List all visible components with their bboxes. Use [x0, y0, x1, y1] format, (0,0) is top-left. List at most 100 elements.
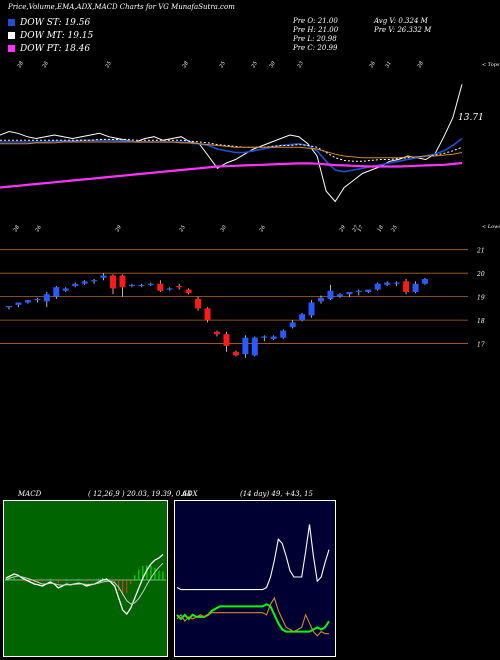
price-tick-label: 18: [477, 318, 485, 325]
top-date-label: 25: [104, 60, 113, 69]
stat-pre-volume: Pre V: 26.332 M: [374, 26, 432, 34]
candle-body: [15, 302, 22, 305]
top-date-label: 28: [16, 60, 25, 69]
candle-body: [176, 286, 183, 288]
candle-body: [355, 290, 362, 292]
candle-body: [242, 337, 249, 355]
top-date-label: 30: [269, 60, 278, 69]
candle-body: [374, 283, 381, 290]
top-date-label: 28: [181, 60, 190, 69]
top-date-label: 25: [250, 60, 259, 69]
candle-body: [318, 297, 324, 302]
stat-pre-close: Pre C: 20.99: [293, 44, 338, 52]
candle-body: [412, 283, 419, 292]
bottom-date-label: 29: [338, 224, 347, 234]
price-tick-label: 20: [476, 271, 485, 278]
bottom-date-label: 26: [258, 224, 267, 234]
candle-body: [280, 330, 287, 338]
candle-body: [204, 308, 211, 321]
top-date-label: 25: [218, 60, 227, 69]
candle-body: [81, 281, 88, 284]
candle-body: [270, 336, 277, 339]
candle-body: [6, 306, 12, 308]
adx-label: ADX: [182, 490, 198, 498]
stat-pre-high: Pre H: 21.00: [293, 26, 339, 34]
chart-title: Price,Volume,EMA,ADX,MACD Charts for VG …: [8, 3, 235, 11]
bottom-date-label: 18: [377, 224, 385, 233]
candle-body: [128, 284, 135, 287]
macd-panel: [3, 500, 168, 657]
candle-body: [299, 314, 306, 321]
legend-dow-st: DOW ST: 19.56: [8, 18, 90, 28]
candle-body: [110, 275, 116, 289]
macd-label: MACD: [18, 490, 42, 498]
adx-line-1: [176, 603, 330, 633]
adx-line-0: [176, 524, 330, 591]
candle-body: [138, 284, 145, 287]
price-tick-label: 19: [477, 295, 485, 302]
candle-body: [62, 288, 69, 291]
candle-body: [365, 289, 372, 292]
candle-body: [195, 298, 202, 309]
candle-body: [72, 283, 79, 287]
candle-body: [34, 298, 41, 301]
price-tick-label: 17: [477, 342, 485, 349]
candle-body: [24, 300, 31, 303]
legend-swatch-pt: [8, 45, 15, 52]
bottom-date-label: 29: [114, 224, 123, 234]
legend-label-mt: DOW MT: 19.15: [20, 31, 94, 41]
adx-params: (14 day) 49, +43, 15: [240, 490, 313, 498]
candle-body: [251, 337, 258, 356]
price-tick-label: 21: [476, 248, 485, 255]
lows-label: < Lows: [482, 224, 500, 230]
macd-line-1: [5, 562, 164, 605]
top-date-label: 26: [41, 60, 50, 70]
ema-line-2: [0, 138, 463, 162]
candle-body: [422, 279, 428, 284]
candle-body: [384, 282, 391, 285]
adx-line-2: [176, 596, 329, 637]
ema-line-0: [0, 84, 463, 203]
legend-label-pt: DOW PT: 18.46: [20, 44, 91, 54]
candle-body: [91, 280, 98, 282]
ema-panel: 28 26 25 28 25 25 30 23 26 31 28 28 26 29 25 30 26 29 2717…: [0, 60, 500, 234]
top-date-label: 28: [416, 60, 425, 69]
candle-body: [157, 283, 164, 291]
stat-avg-volume: Avg V: 0.324 M: [374, 17, 428, 25]
candle-body: [43, 294, 50, 302]
stat-pre-low: Pre L: 20.98: [293, 35, 337, 43]
bottom-date-label: 28: [12, 224, 21, 233]
legend-label-st: DOW ST: 19.56: [20, 18, 91, 28]
candle-body: [308, 302, 315, 316]
bottom-date-label: 25: [178, 224, 187, 233]
candle-body: [214, 331, 220, 335]
bottom-date-label: 27: [351, 224, 360, 234]
price-panel: 21 20 19 18 17: [0, 248, 485, 358]
tops-label: < Tops: [482, 62, 500, 68]
candle-body: [261, 336, 268, 338]
adx-background: [174, 500, 336, 657]
candle-body: [403, 281, 410, 292]
bottom-date-label: 26: [34, 224, 43, 234]
candle-body: [393, 282, 400, 284]
candle-body: [53, 287, 60, 297]
candle-body: [166, 288, 173, 290]
candle-body: [185, 289, 192, 294]
legend-swatch-mt: [8, 32, 15, 39]
candle-body: [232, 351, 239, 356]
candle-body: [119, 275, 126, 288]
legend-swatch-st: [8, 19, 15, 26]
candle-body: [336, 294, 343, 297]
candle-body: [289, 322, 296, 328]
top-date-label: 23: [296, 60, 305, 69]
top-date-label: 31: [385, 60, 393, 69]
bottom-date-label: 25: [390, 224, 399, 233]
candle-body: [100, 275, 107, 278]
candle-body: [346, 291, 353, 295]
candle-body: [327, 290, 334, 299]
legend-dow-pt: DOW PT: 18.46: [8, 44, 90, 54]
candle-body: [223, 334, 230, 346]
bottom-date-label: 17: [357, 224, 366, 233]
top-date-label: 26: [368, 60, 377, 70]
